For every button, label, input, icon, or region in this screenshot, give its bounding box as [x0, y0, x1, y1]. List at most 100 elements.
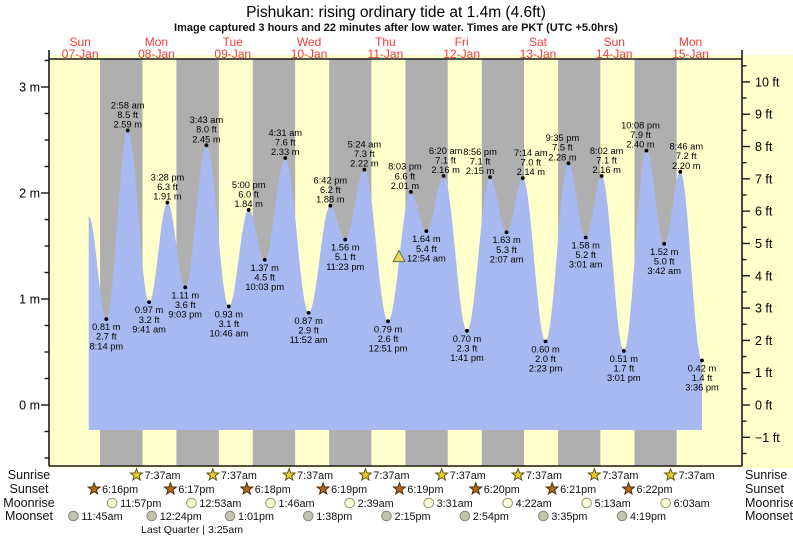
sunrise-star-icon	[434, 467, 449, 482]
moonrise-icon	[265, 497, 276, 509]
sunset-time: 6:17pm	[178, 484, 214, 496]
astro-row-label-right: Sunrise	[745, 468, 787, 482]
low-tide-annotation: 0.87 m 2.9 ft 11:52 am	[290, 316, 328, 345]
sunset-time: 6:19pm	[407, 484, 443, 496]
low-tide-annotation: 1.63 m 5.3 ft 2:07 am	[490, 235, 524, 264]
sunset-time: 6:20pm	[484, 484, 520, 496]
day-label: Mon	[679, 35, 702, 49]
sunset-time: 6:19pm	[331, 484, 367, 496]
sunrise-star-icon	[129, 467, 144, 482]
left-axis-label: 3 m	[19, 81, 40, 95]
high-tide-annotation: 8:56 pm 7.1 ft 2.15 m	[463, 147, 497, 176]
moonrise-time: 12:53am	[199, 498, 241, 510]
tide-curve-fill	[88, 130, 702, 430]
day-label: Sun	[604, 35, 625, 49]
moonset-icon	[146, 510, 158, 522]
sunrise-star-icon	[587, 467, 602, 482]
low-tide-annotation: 1.58 m 5.2 ft 3:01 am	[569, 241, 603, 270]
tide-event-dot	[262, 257, 267, 262]
tide-event-dot	[424, 229, 429, 234]
tide-event-dot	[362, 167, 367, 172]
sunrise-time: 7:37am	[221, 470, 257, 482]
moonset-icon	[68, 510, 79, 522]
sunset-star-icon	[315, 481, 331, 496]
moonrise-icon	[423, 497, 434, 509]
tide-event-dot	[165, 200, 170, 205]
moonrise-time: 3:31am	[437, 498, 473, 510]
day-label: Mon	[145, 35, 168, 49]
left-axis-label: 2 m	[19, 187, 40, 201]
day-date-label: 10-Jan	[291, 47, 328, 61]
moonrise-time: 2:39am	[358, 498, 394, 510]
moonset-time: 3:35pm	[551, 511, 587, 523]
astro-row-label-right: Sunset	[745, 482, 784, 496]
tide-event-dot	[520, 176, 525, 181]
high-tide-annotation: 8:02 am 7.1 ft 2.16 m	[590, 146, 624, 175]
day-label: Thu	[375, 35, 396, 49]
high-tide-annotation: 8:46 am 7.2 ft 2.20 m	[669, 142, 703, 171]
moonset-time: 2:15pm	[395, 511, 431, 523]
tide-annotations: 0.81 m 2.7 ft 8:14 pm 2:58 am 8.5 ft 2.59 m 0.…	[90, 100, 720, 392]
day-date-label: 11-Jan	[367, 47, 403, 61]
sunrise-time: 7:37am	[297, 470, 333, 482]
tide-event-dot	[504, 230, 509, 235]
day-date-label: 07-Jan	[62, 47, 99, 61]
day-date-label: 09-Jan	[214, 47, 251, 61]
low-tide-annotation: 0.70 m 2.3 ft 1:41 pm	[450, 334, 484, 363]
moonset-time: 4:19pm	[630, 511, 666, 523]
low-tide-annotation: 0.93 m 3.1 ft 10:46 am	[209, 309, 248, 338]
astro-row-label-left: Sunset	[10, 482, 49, 496]
moonset-icon	[616, 510, 628, 522]
sunset-star-icon	[163, 481, 178, 496]
tide-event-dot	[566, 161, 571, 166]
tide-event-dot	[246, 208, 251, 212]
low-tide-annotation: 0.79 m 2.6 ft 12:51 pm	[369, 324, 408, 353]
moonset-icon	[302, 510, 314, 522]
left-axis-label: 0 m	[19, 399, 40, 413]
moonrise-icon	[106, 497, 118, 509]
current-level-marker	[392, 249, 406, 263]
tide-event-dot	[183, 285, 188, 290]
high-tide-annotation: 5:00 pm 6.0 ft 1.84 m	[232, 180, 266, 209]
right-axis-label: 5 ft	[755, 237, 773, 251]
sunset-time: 6:22pm	[636, 484, 672, 496]
right-axis-label: 1 ft	[755, 366, 773, 380]
day-date-label: 13-Jan	[520, 47, 557, 61]
day-label: Tue	[223, 35, 244, 49]
moonrise-icon	[502, 497, 513, 509]
sunrise-star-icon	[205, 467, 221, 482]
moonset-time: 11:45am	[81, 511, 122, 523]
sunset-star-icon	[621, 481, 636, 496]
high-tide-annotation: 5:24 am 7.3 ft 2.22 m	[348, 139, 382, 168]
high-tide-annotation: 9:35 pm 7.5 ft 2.28 m	[546, 133, 580, 162]
tide-event-dot	[343, 237, 348, 242]
sunset-time: 6:16pm	[102, 484, 138, 496]
high-tide-annotation: 8:03 pm 6.6 ft 2.01 m	[388, 162, 422, 191]
tide-event-dot	[204, 143, 209, 148]
sunset-star-icon	[392, 481, 407, 496]
sunset-time: 6:18pm	[255, 484, 291, 496]
moonset-time: 2:54pm	[473, 511, 509, 523]
sunset-star-icon	[544, 481, 560, 496]
chart-subtitle: Image captured 3 hours and 22 minutes af…	[174, 22, 618, 34]
astro-row-label-right: Moonset	[745, 509, 793, 523]
sunset-star-icon	[239, 481, 255, 496]
right-axis-label: 2 ft	[755, 334, 773, 348]
sunset-star-icon	[468, 481, 484, 496]
astro-row-label-left: Moonset	[5, 509, 53, 523]
day-label: Fri	[455, 35, 469, 49]
tide-event-dot	[543, 339, 548, 344]
tide-event-dot	[283, 156, 288, 160]
sunrise-star-icon	[510, 467, 526, 482]
right-axis-label: 4 ft	[755, 269, 773, 283]
moonrise-time: 5:13am	[595, 498, 631, 510]
low-tide-annotation: 1.64 m 5.4 ft 12:54 am	[407, 234, 446, 263]
high-tide-annotation: 6:42 pm 6.2 ft 1.88 m	[314, 176, 348, 205]
tide-event-dot	[441, 174, 446, 178]
tide-event-dot	[644, 148, 649, 153]
tide-event-dot	[386, 319, 390, 324]
high-tide-annotation: 4:31 am 7.6 ft 2.33 m	[268, 128, 302, 157]
moonrise-time: 11:57pm	[120, 498, 161, 510]
